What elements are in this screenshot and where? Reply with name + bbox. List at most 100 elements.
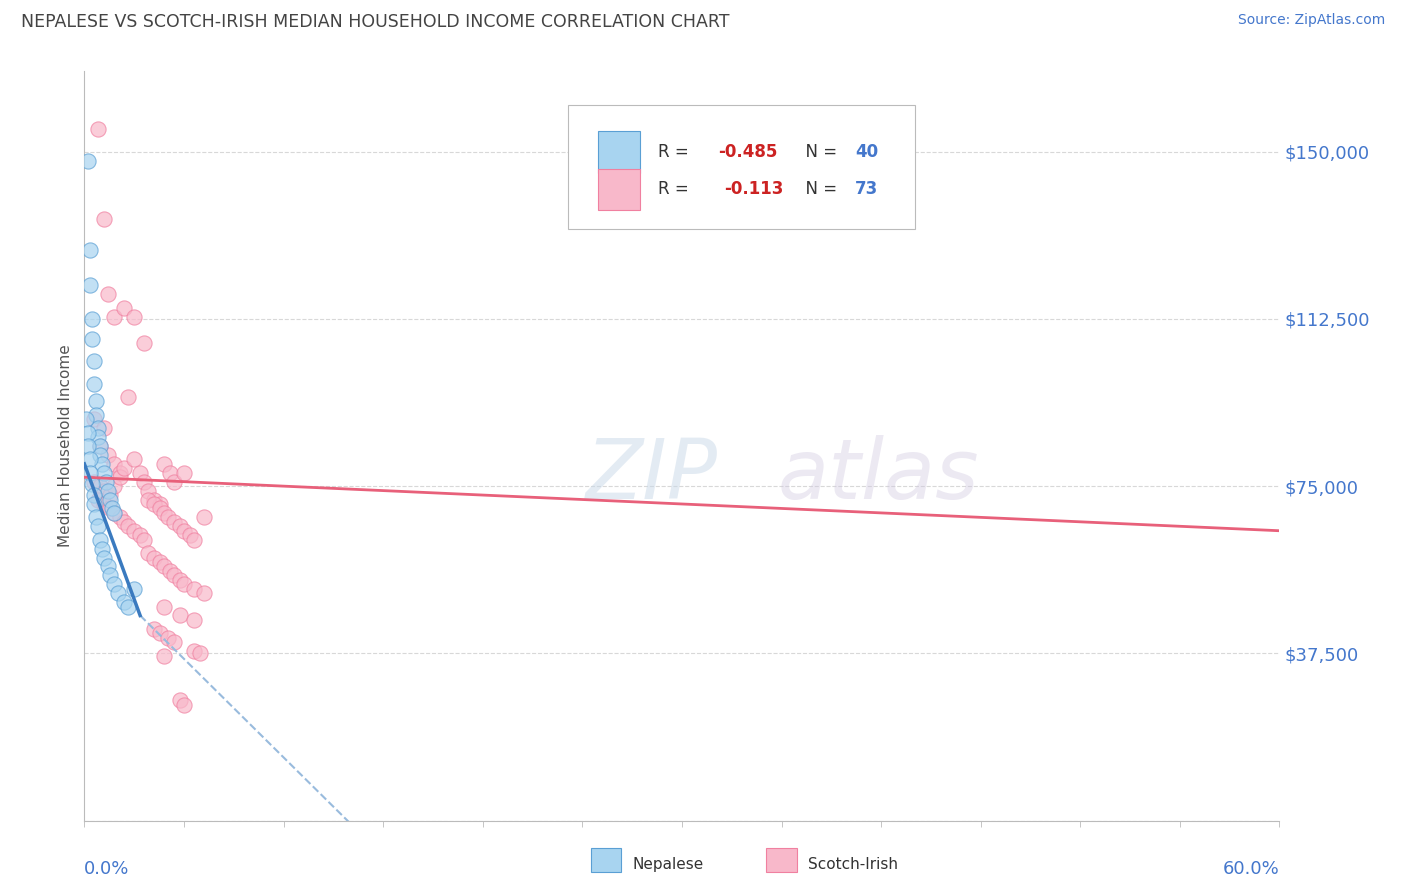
Point <box>87 421 110 435</box>
Point <box>103 577 125 591</box>
Point <box>159 466 181 480</box>
Text: 60.0%: 60.0% <box>1223 860 1279 878</box>
Y-axis label: Median Household Income: Median Household Income <box>58 344 73 548</box>
Point <box>96 475 118 489</box>
Point <box>79 466 101 480</box>
Point <box>83 354 105 368</box>
Point <box>97 287 120 301</box>
Point <box>79 278 101 293</box>
Point <box>75 412 97 426</box>
Point <box>93 466 115 480</box>
FancyBboxPatch shape <box>599 169 640 210</box>
Point <box>83 376 105 391</box>
Point <box>193 510 215 524</box>
Point <box>122 582 145 596</box>
Point <box>98 501 121 516</box>
Point <box>153 506 176 520</box>
Text: ZIP: ZIP <box>586 435 718 516</box>
Point <box>87 519 110 533</box>
Point <box>97 559 120 574</box>
Point <box>110 470 132 484</box>
Point <box>86 408 108 422</box>
Point <box>91 541 114 556</box>
Point <box>173 466 195 480</box>
Point <box>157 631 180 645</box>
Point <box>129 466 152 480</box>
Point <box>153 559 176 574</box>
Point <box>110 510 132 524</box>
Point <box>98 488 121 502</box>
Point <box>82 477 104 491</box>
Point <box>163 515 186 529</box>
Point <box>112 461 135 475</box>
Point <box>163 475 186 489</box>
Text: Source: ZipAtlas.com: Source: ZipAtlas.com <box>1237 13 1385 28</box>
Point <box>98 568 121 582</box>
Point <box>183 644 205 658</box>
Point <box>169 693 191 707</box>
Text: atlas: atlas <box>778 435 979 516</box>
Text: N =: N = <box>796 143 842 161</box>
Point <box>89 439 111 453</box>
Text: R =: R = <box>658 143 695 161</box>
Text: 40: 40 <box>855 143 879 161</box>
Point <box>112 595 135 609</box>
Point <box>173 577 195 591</box>
Point <box>87 122 110 136</box>
Point <box>97 483 120 498</box>
Point <box>117 519 139 533</box>
Point <box>169 519 191 533</box>
Point <box>188 646 211 660</box>
Point <box>132 475 156 489</box>
Point <box>91 457 114 471</box>
Point <box>157 510 180 524</box>
Text: -0.485: -0.485 <box>718 143 778 161</box>
Point <box>153 648 176 663</box>
Point <box>89 439 111 453</box>
Point <box>193 586 215 600</box>
Point <box>153 457 176 471</box>
Point <box>103 479 125 493</box>
Point <box>79 243 101 257</box>
Point <box>87 492 110 507</box>
Point <box>93 497 115 511</box>
Point <box>93 421 115 435</box>
Point <box>83 488 105 502</box>
Point <box>83 497 105 511</box>
Point <box>79 452 101 467</box>
Point <box>143 497 166 511</box>
Point <box>82 312 104 326</box>
Point <box>103 506 125 520</box>
FancyBboxPatch shape <box>599 131 640 172</box>
Point <box>163 568 186 582</box>
Point <box>122 524 145 538</box>
Text: -0.113: -0.113 <box>724 180 783 198</box>
Point <box>82 332 104 346</box>
Point <box>143 550 166 565</box>
Point <box>122 310 145 324</box>
Point <box>117 390 139 404</box>
Point <box>89 533 111 547</box>
Point <box>83 475 105 489</box>
Point <box>77 153 100 168</box>
Point <box>107 586 129 600</box>
Point <box>77 425 100 440</box>
Point <box>183 582 205 596</box>
Point <box>169 573 191 587</box>
Point <box>132 336 156 351</box>
Point <box>122 452 145 467</box>
Text: R =: R = <box>658 180 699 198</box>
Point <box>179 528 201 542</box>
Point <box>83 412 105 426</box>
Point <box>97 448 120 462</box>
Point <box>129 528 152 542</box>
Point <box>136 483 159 498</box>
Point <box>143 622 166 636</box>
Point <box>149 501 172 516</box>
Point <box>89 479 111 493</box>
Point <box>136 546 159 560</box>
Text: 0.0%: 0.0% <box>84 860 129 878</box>
Point <box>110 466 132 480</box>
Point <box>169 608 191 623</box>
Point <box>86 394 108 409</box>
